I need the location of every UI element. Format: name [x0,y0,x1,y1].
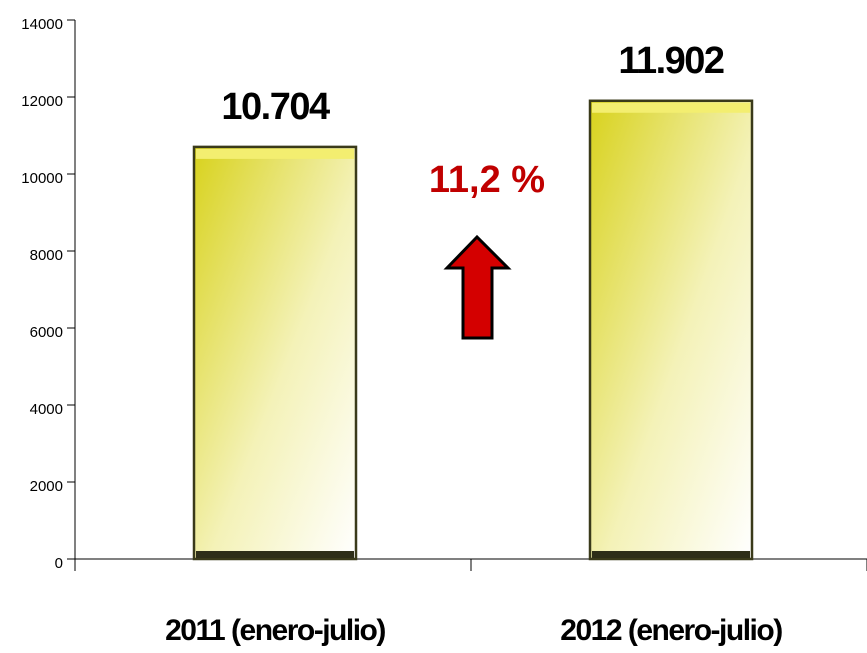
x-tick-label: 2011 (enero-julio) [165,614,385,647]
y-tick-label: 0 [55,555,63,572]
value-label: 10.704 [221,86,330,128]
y-tick-label: 14000 [21,16,63,33]
y-tick-label: 4000 [30,401,63,418]
bar-bottom-band [196,551,354,558]
bar-top-band [592,102,750,113]
bar-top-band [196,148,354,159]
y-tick-label: 12000 [21,93,63,110]
bar-bottom-band [592,551,750,558]
bar [588,99,754,561]
y-tick-label: 2000 [30,478,63,495]
y-tick-label: 8000 [30,247,63,264]
y-tick-label: 6000 [30,324,63,341]
annotation: 11,2 % [429,159,545,201]
bar [192,145,358,561]
x-tick-label: 2012 (enero-julio) [560,614,782,647]
value-label: 11.902 [618,40,723,82]
arrow [443,234,512,340]
y-tick-label: 10000 [21,170,63,187]
